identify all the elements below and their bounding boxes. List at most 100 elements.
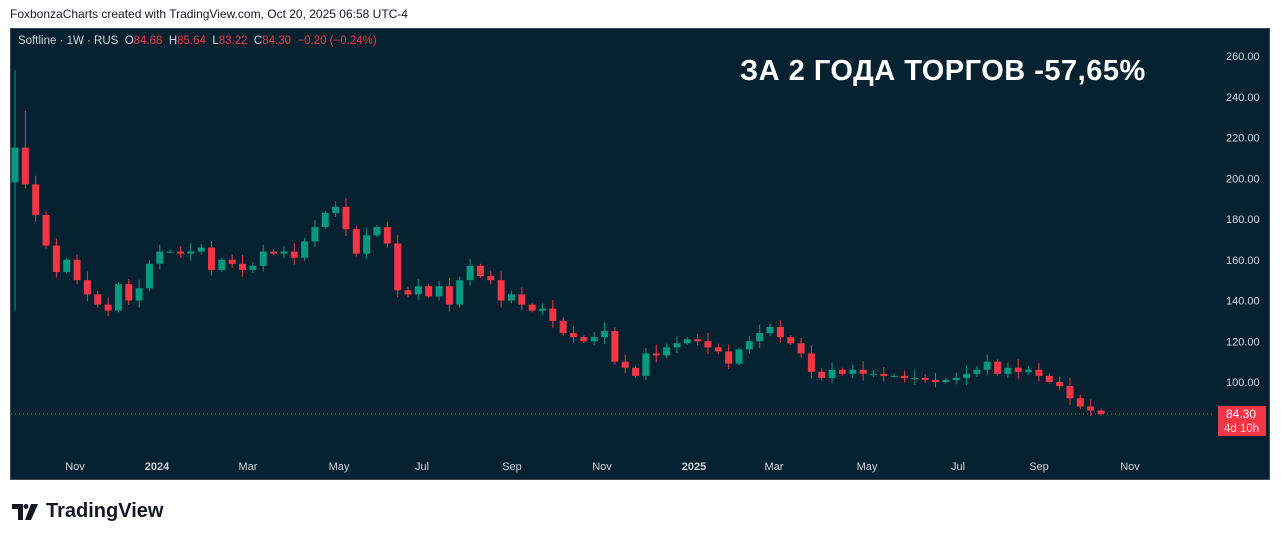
candle-body <box>280 251 288 254</box>
candle-body <box>259 251 267 266</box>
tradingview-logo[interactable]: TradingView <box>12 500 163 523</box>
candle-body <box>787 337 795 344</box>
close-label: C <box>253 35 263 47</box>
candle-body <box>311 227 319 242</box>
candle-body <box>456 280 464 305</box>
x-tick-label: Jul <box>415 461 429 473</box>
candle-body <box>166 251 174 253</box>
candle-body <box>425 286 433 297</box>
x-tick-label: Nov <box>592 461 612 473</box>
candle-body <box>921 377 929 380</box>
candle-body <box>32 184 40 215</box>
x-tick-label: Sep <box>1029 461 1049 473</box>
logo-text: TradingView <box>46 500 164 522</box>
chart-credit: FoxbonzaCharts created with TradingView.… <box>10 7 408 21</box>
open-value: 84.68 <box>133 35 163 47</box>
candle-body <box>1056 382 1064 387</box>
candle-body <box>559 320 567 334</box>
candle-body <box>911 377 919 379</box>
candle-body <box>869 373 877 375</box>
candle-body <box>135 288 143 301</box>
candle-body <box>518 294 526 305</box>
candle-body <box>528 304 536 311</box>
low-value: 83.22 <box>218 35 248 47</box>
candle-body <box>208 247 216 270</box>
candle-body <box>156 251 164 264</box>
candle-body <box>942 379 950 382</box>
candle-body <box>94 294 102 305</box>
y-tick-label: 100.00 <box>1226 377 1260 389</box>
candle-body <box>52 245 60 272</box>
candle-body <box>435 286 443 297</box>
candle-body <box>228 259 236 264</box>
candle-body <box>900 375 908 378</box>
candle-body <box>114 284 122 311</box>
candle-body <box>104 304 112 311</box>
candle-body <box>497 280 505 301</box>
chart-frame[interactable] <box>10 28 1270 480</box>
candle-body <box>466 265 474 281</box>
candle-body <box>704 341 712 348</box>
candle-body <box>766 326 774 334</box>
tradingview-logo-icon <box>12 503 38 520</box>
candle-body <box>1004 367 1012 374</box>
x-tick-label: May <box>329 461 350 473</box>
candle-body <box>549 308 557 321</box>
x-tick-label: May <box>857 461 878 473</box>
candle-body <box>363 235 371 254</box>
high-label: H <box>168 35 178 47</box>
y-tick-label: 200.00 <box>1226 173 1260 185</box>
x-tick-label: Mar <box>765 461 784 473</box>
candle-body <box>21 147 29 185</box>
candle-body <box>239 263 247 270</box>
candle-body <box>538 308 546 311</box>
candle-body <box>321 212 329 228</box>
y-tick-label: 120.00 <box>1226 336 1260 348</box>
y-tick-label: 140.00 <box>1226 296 1260 308</box>
low-label: L <box>212 35 219 47</box>
x-tick-label: Nov <box>1120 461 1140 473</box>
candle-body <box>249 265 257 270</box>
candle-body <box>476 265 484 277</box>
candle-body <box>859 369 867 374</box>
candle-body <box>849 369 857 374</box>
candle-body <box>1097 410 1105 414</box>
candle-body <box>125 284 133 301</box>
candle-body <box>373 227 381 236</box>
candle-body <box>673 343 681 348</box>
candle-body <box>611 331 619 362</box>
symbol-label: Softline · 1W · RUS <box>18 35 119 47</box>
x-tick-label: Sep <box>502 461 522 473</box>
candle-body <box>880 373 888 376</box>
candle-body <box>487 276 495 281</box>
candle-body <box>290 251 298 258</box>
candle-body <box>1045 375 1053 382</box>
candle-body <box>838 369 846 374</box>
candle-body <box>818 371 826 378</box>
candle-body <box>642 353 650 376</box>
candle-body <box>983 361 991 370</box>
candle-body <box>404 290 412 295</box>
candle-body <box>394 243 402 291</box>
y-tick-label: 260.00 <box>1226 51 1260 63</box>
headline-annotation: ЗА 2 ГОДА ТОРГОВ -57,65% <box>740 55 1146 87</box>
candle-body <box>270 251 278 254</box>
candle-body <box>776 326 784 338</box>
candle-body <box>176 251 184 254</box>
candle-body <box>1014 367 1022 372</box>
candle-body <box>994 361 1002 374</box>
candle-body <box>590 337 598 342</box>
candle-body <box>83 280 91 295</box>
open-label: O <box>124 35 134 47</box>
candle-body <box>756 333 764 342</box>
candle-body <box>445 286 453 305</box>
x-tick-label: 2024 <box>145 461 170 473</box>
x-tick-label: Jul <box>951 461 965 473</box>
y-tick-label: 180.00 <box>1226 214 1260 226</box>
candle-body <box>383 227 391 244</box>
candle-body <box>507 294 515 301</box>
y-tick-label: 160.00 <box>1226 255 1260 267</box>
candle-body <box>735 349 743 364</box>
candle-body <box>952 377 960 380</box>
